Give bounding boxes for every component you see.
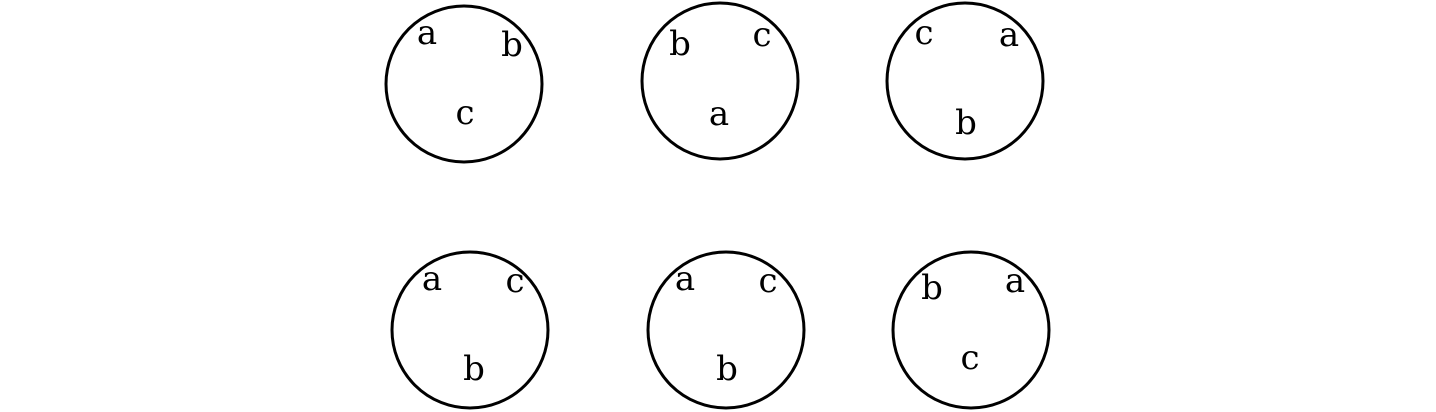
circle-group: a b c [384, 4, 544, 164]
circle-label: a [675, 259, 695, 299]
circle-label: a [1005, 261, 1025, 301]
circle-label: b [955, 103, 977, 143]
circle [646, 250, 806, 410]
circle-group: b a c [891, 250, 1051, 410]
circle-label: c [758, 261, 777, 301]
circle [640, 1, 800, 161]
circle-label: c [960, 338, 979, 378]
circle-group: a c b [390, 250, 550, 410]
circle [885, 1, 1045, 161]
circle-group: c a b [885, 1, 1045, 161]
circle-label: c [914, 13, 933, 53]
circle-label: b [921, 268, 943, 308]
circle-group: a c b [646, 250, 806, 410]
circle [384, 4, 544, 164]
circle-group: b c a [640, 1, 800, 161]
circle-label: a [709, 94, 729, 134]
circle-label: c [505, 261, 524, 301]
circle [891, 250, 1051, 410]
circle-label: a [417, 13, 437, 53]
circle-label: c [752, 15, 771, 55]
circle-label: b [463, 349, 485, 389]
circle-label: a [999, 15, 1019, 55]
circle-label: c [455, 93, 474, 133]
circle-label: b [716, 349, 738, 389]
circle-label: b [501, 25, 523, 65]
circle [390, 250, 550, 410]
circle-label: b [669, 24, 691, 64]
circle-label: a [422, 259, 442, 299]
